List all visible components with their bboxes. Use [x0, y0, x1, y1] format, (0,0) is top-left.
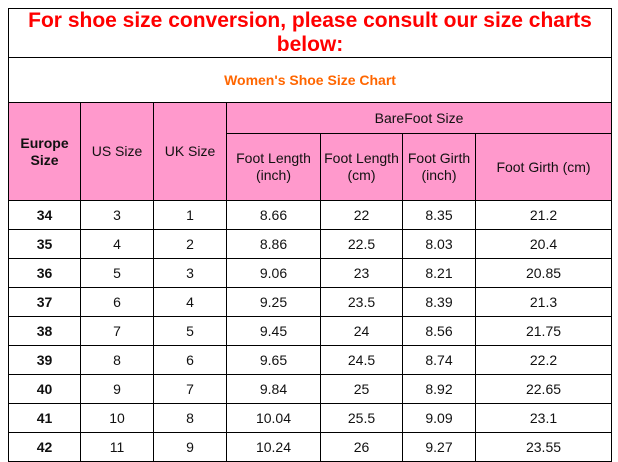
cell-foot-length-cm: 26 [320, 432, 403, 462]
cell-europe-size: 40 [8, 374, 81, 404]
cell-foot-girth-inch: 8.39 [402, 287, 476, 317]
cell-us-size: 8 [80, 345, 154, 375]
cell-europe-size: 41 [8, 403, 81, 433]
cell-foot-girth-cm: 20.4 [474, 229, 613, 259]
cell-foot-girth-cm: 22.2 [474, 345, 613, 375]
cell-foot-girth-inch: 8.35 [402, 200, 476, 230]
cell-us-size: 4 [80, 229, 154, 259]
cell-europe-size: 36 [8, 258, 81, 288]
header-us-size: US Size [80, 102, 154, 201]
cell-foot-length-cm: 23 [320, 258, 403, 288]
cell-foot-girth-cm: 21.3 [474, 287, 613, 317]
header-barefoot-size: BareFoot Size [225, 102, 613, 134]
cell-uk-size: 7 [153, 374, 227, 404]
cell-foot-girth-cm: 22.65 [474, 374, 613, 404]
cell-uk-size: 5 [153, 316, 227, 346]
cell-uk-size: 9 [153, 432, 227, 462]
cell-europe-size: 34 [8, 200, 81, 230]
cell-foot-girth-inch: 8.03 [402, 229, 476, 259]
cell-europe-size: 39 [8, 345, 81, 375]
cell-foot-length-inch: 9.25 [226, 287, 321, 317]
cell-foot-length-cm: 24 [320, 316, 403, 346]
cell-foot-girth-inch: 8.74 [402, 345, 476, 375]
cell-foot-girth-inch: 8.92 [402, 374, 476, 404]
cell-foot-length-cm: 25.5 [320, 403, 403, 433]
cell-foot-girth-inch: 8.21 [402, 258, 476, 288]
table-row: 34 3 1 8.66 22 8.35 21.2 [8, 200, 613, 230]
cell-us-size: 6 [80, 287, 154, 317]
cell-foot-length-cm: 22.5 [320, 229, 403, 259]
cell-us-size: 9 [80, 374, 154, 404]
cell-foot-length-inch: 8.86 [226, 229, 321, 259]
header-foot-girth-cm: Foot Girth (cm) [474, 133, 613, 201]
table-row: 38 7 5 9.45 24 8.56 21.75 [8, 316, 613, 346]
cell-foot-girth-inch: 9.27 [402, 432, 476, 462]
header-foot-length-cm: Foot Length (cm) [320, 133, 403, 201]
header-europe-size: Europe Size [8, 102, 81, 201]
cell-us-size: 5 [80, 258, 154, 288]
cell-europe-size: 35 [8, 229, 81, 259]
cell-foot-length-inch: 9.65 [226, 345, 321, 375]
cell-us-size: 7 [80, 316, 154, 346]
size-chart-table: For shoe size conversion, please consult… [7, 8, 613, 462]
cell-us-size: 11 [80, 432, 154, 462]
table-row: 35 4 2 8.86 22.5 8.03 20.4 [8, 229, 613, 259]
page-title: For shoe size conversion, please consult… [7, 8, 613, 58]
cell-europe-size: 38 [8, 316, 81, 346]
cell-foot-girth-cm: 23.55 [474, 432, 613, 462]
cell-foot-length-inch: 8.66 [226, 200, 321, 230]
table-row: 42 11 9 10.24 26 9.27 23.55 [8, 432, 613, 462]
cell-europe-size: 37 [8, 287, 81, 317]
cell-foot-length-inch: 9.06 [226, 258, 321, 288]
cell-foot-length-inch: 10.24 [226, 432, 321, 462]
header-uk-size: UK Size [153, 102, 227, 201]
table-row: 40 9 7 9.84 25 8.92 22.65 [8, 374, 613, 404]
cell-foot-length-cm: 25 [320, 374, 403, 404]
cell-foot-girth-cm: 21.75 [474, 316, 613, 346]
header-foot-length-inch: Foot Length (inch) [226, 133, 321, 201]
cell-foot-length-inch: 9.45 [226, 316, 321, 346]
cell-uk-size: 4 [153, 287, 227, 317]
cell-foot-girth-cm: 21.2 [474, 200, 613, 230]
cell-foot-length-cm: 23.5 [320, 287, 403, 317]
header-foot-girth-inch: Foot Girth (inch) [402, 133, 476, 201]
cell-us-size: 10 [80, 403, 154, 433]
cell-uk-size: 2 [153, 229, 227, 259]
cell-uk-size: 3 [153, 258, 227, 288]
cell-uk-size: 8 [153, 403, 227, 433]
cell-foot-length-inch: 10.04 [226, 403, 321, 433]
cell-foot-length-cm: 24.5 [320, 345, 403, 375]
cell-uk-size: 1 [153, 200, 227, 230]
cell-us-size: 3 [80, 200, 154, 230]
table-row: 36 5 3 9.06 23 8.21 20.85 [8, 258, 613, 288]
cell-foot-girth-inch: 9.09 [402, 403, 476, 433]
cell-foot-length-inch: 9.84 [226, 374, 321, 404]
cell-foot-girth-inch: 8.56 [402, 316, 476, 346]
table-row: 37 6 4 9.25 23.5 8.39 21.3 [8, 287, 613, 317]
chart-subtitle: Women's Shoe Size Chart [7, 57, 613, 103]
table-row: 41 10 8 10.04 25.5 9.09 23.1 [8, 403, 613, 433]
cell-foot-length-cm: 22 [320, 200, 403, 230]
cell-uk-size: 6 [153, 345, 227, 375]
table-row: 39 8 6 9.65 24.5 8.74 22.2 [8, 345, 613, 375]
cell-foot-girth-cm: 23.1 [474, 403, 613, 433]
cell-foot-girth-cm: 20.85 [474, 258, 613, 288]
cell-europe-size: 42 [8, 432, 81, 462]
